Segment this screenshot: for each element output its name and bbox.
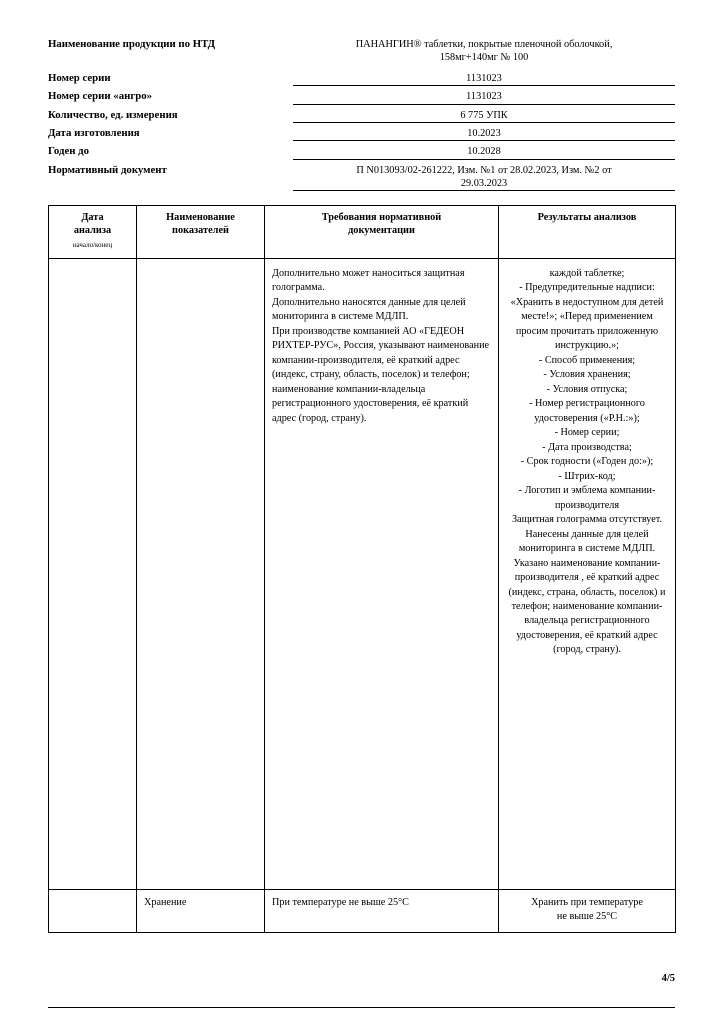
product-info-table: Наименование продукции по НТД ПАНАНГИН® … xyxy=(48,38,675,192)
table-row: Хранение При температуре не выше 25°C Хр… xyxy=(48,888,676,934)
column-header-requirements: Требования нормативной документации xyxy=(264,205,499,259)
cell-storage-name: Хранение xyxy=(136,888,265,934)
cell-storage-date xyxy=(48,888,137,934)
column-header-results-title: Результаты анализов xyxy=(537,212,637,224)
analysis-table-header-row: Дата анализа начало/конец Наименование п… xyxy=(48,205,676,259)
info-row-quantity: Количество, ед. измерения 6 775 УПК xyxy=(48,108,675,123)
info-value-expiry-date: 10.2028 xyxy=(293,145,675,160)
info-row-batch-number: Номер серии 1131023 xyxy=(48,71,675,87)
info-value-batch-number: 1131023 xyxy=(293,71,675,87)
info-value-product-name: ПАНАНГИН® таблетки, покрытые пленочной о… xyxy=(355,39,613,64)
info-value-quantity: 6 775 УПК xyxy=(293,108,675,123)
column-header-indicator-name: Наименование показателей xyxy=(136,205,265,259)
cell-requirements: Дополнительно может наноситься защитная … xyxy=(264,257,499,890)
info-label-batch-number: Номер серии xyxy=(48,71,111,84)
cell-storage-requirements: При температуре не выше 25°C xyxy=(264,888,499,934)
column-header-analysis-date-sub: начало/конец xyxy=(72,241,113,250)
column-header-results: Результаты анализов xyxy=(498,205,676,259)
info-label-quantity: Количество, ед. измерения xyxy=(48,108,178,121)
info-label-manufacture-date: Дата изготовления xyxy=(48,126,140,139)
table-row: Дополнительно может наноситься защитная … xyxy=(48,257,676,890)
cell-storage-results: Хранить при температуре не выше 25°C xyxy=(498,888,676,934)
info-value-regulatory-document: П N013093/02-261222, Изм. №1 от 28.02.20… xyxy=(293,163,675,192)
info-label-bulk-batch-number: Номер серии «ангро» xyxy=(48,90,153,103)
info-label-product-name: Наименование продукции по НТД xyxy=(48,38,216,50)
info-row-bulk-batch-number: Номер серии «ангро» 1131023 xyxy=(48,90,675,105)
cell-results: каждой таблетке; - Предупредительные над… xyxy=(498,257,676,890)
column-header-analysis-date-title: Дата анализа xyxy=(73,212,112,237)
column-header-requirements-title: Требования нормативной документации xyxy=(321,212,442,237)
page-number: 4/5 xyxy=(661,973,675,984)
cell-indicator-name xyxy=(136,257,265,890)
info-row-product-name: Наименование продукции по НТД ПАНАНГИН® … xyxy=(48,38,675,72)
info-value-manufacture-date: 10.2023 xyxy=(293,126,675,142)
info-value-bulk-batch-number: 1131023 xyxy=(293,90,675,105)
bottom-divider xyxy=(48,1007,675,1008)
cell-analysis-date xyxy=(48,257,137,890)
info-row-manufacture-date: Дата изготовления 10.2023 xyxy=(48,126,675,142)
info-label-regulatory-document: Нормативный документ xyxy=(48,163,167,176)
column-header-analysis-date: Дата анализа начало/конец xyxy=(48,205,137,259)
analysis-table: Дата анализа начало/конец Наименование п… xyxy=(48,205,676,934)
info-label-expiry-date: Годен до xyxy=(48,145,90,158)
info-row-expiry-date: Годен до 10.2028 xyxy=(48,145,675,160)
info-row-regulatory-document: Нормативный документ П N013093/02-261222… xyxy=(48,163,675,192)
column-header-indicator-name-title: Наименование показателей xyxy=(166,212,235,237)
